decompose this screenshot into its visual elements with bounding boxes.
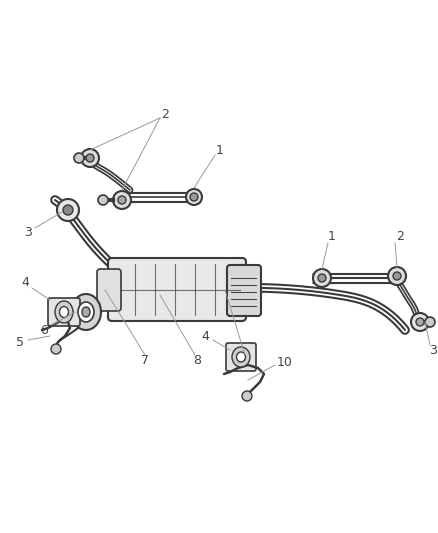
Circle shape <box>425 317 435 327</box>
Text: 2: 2 <box>161 108 169 120</box>
Text: 1: 1 <box>216 144 224 157</box>
Text: 7: 7 <box>141 353 149 367</box>
Circle shape <box>411 313 429 331</box>
FancyBboxPatch shape <box>226 343 256 371</box>
Circle shape <box>57 199 79 221</box>
Circle shape <box>318 274 326 282</box>
Circle shape <box>86 154 94 162</box>
Circle shape <box>63 205 73 215</box>
Circle shape <box>313 269 331 287</box>
Ellipse shape <box>55 301 73 323</box>
FancyBboxPatch shape <box>108 258 246 321</box>
Text: 10: 10 <box>277 356 293 368</box>
Text: 5: 5 <box>16 336 24 350</box>
Circle shape <box>113 191 131 209</box>
Circle shape <box>51 344 61 354</box>
Text: 3: 3 <box>429 343 437 357</box>
Circle shape <box>416 318 424 326</box>
Circle shape <box>74 153 84 163</box>
Circle shape <box>186 189 202 205</box>
Circle shape <box>118 196 126 204</box>
FancyBboxPatch shape <box>48 298 80 326</box>
Circle shape <box>98 195 108 205</box>
Text: 8: 8 <box>193 353 201 367</box>
Circle shape <box>190 193 198 201</box>
Text: 4: 4 <box>21 277 29 289</box>
Ellipse shape <box>78 302 94 322</box>
Circle shape <box>388 267 406 285</box>
Circle shape <box>393 272 401 280</box>
Text: 3: 3 <box>24 227 32 239</box>
Circle shape <box>81 149 99 167</box>
FancyBboxPatch shape <box>227 265 261 316</box>
Ellipse shape <box>82 307 90 317</box>
Text: 1: 1 <box>328 230 336 244</box>
FancyBboxPatch shape <box>97 269 121 311</box>
Circle shape <box>242 391 252 401</box>
Ellipse shape <box>232 347 250 367</box>
Ellipse shape <box>237 352 246 362</box>
Ellipse shape <box>71 294 101 330</box>
Text: 2: 2 <box>396 230 404 244</box>
Text: 4: 4 <box>201 329 209 343</box>
Text: 6: 6 <box>40 324 48 336</box>
Ellipse shape <box>60 306 68 318</box>
Text: 9: 9 <box>244 353 252 367</box>
